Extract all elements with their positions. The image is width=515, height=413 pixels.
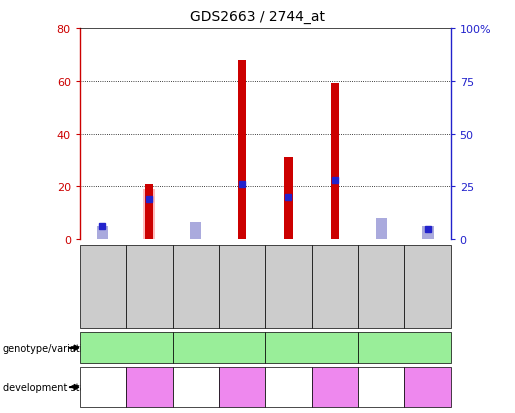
Text: meiotic
prophase: meiotic prophase — [224, 377, 260, 397]
Text: premei
osis: premei osis — [90, 377, 116, 397]
Bar — [284, 158, 293, 240]
Text: premei
osis: premei osis — [182, 377, 209, 397]
Bar — [98, 234, 107, 240]
Bar — [143, 190, 155, 240]
Text: rad50 null: rad50 null — [193, 343, 245, 353]
Bar — [375, 218, 387, 240]
Text: GSM153632: GSM153632 — [237, 260, 247, 314]
Text: meiotic
prophase: meiotic prophase — [409, 377, 445, 397]
Text: GSM153627: GSM153627 — [98, 260, 108, 314]
Text: meiotic
prophase: meiotic prophase — [131, 377, 167, 397]
Text: GSM153628: GSM153628 — [145, 260, 154, 314]
Bar — [97, 234, 108, 240]
Text: development stage: development stage — [3, 382, 97, 392]
Text: GSM153634: GSM153634 — [330, 260, 339, 314]
Text: GSM153631: GSM153631 — [191, 260, 200, 314]
Text: wild type: wild type — [102, 343, 150, 353]
Bar — [375, 229, 387, 240]
Text: genotype/variation: genotype/variation — [3, 343, 95, 353]
Bar — [97, 227, 108, 240]
Text: mre11 null: mre11 null — [376, 343, 433, 353]
Text: spo11 mutant: spo11 mutant — [275, 343, 348, 353]
Bar — [422, 229, 434, 240]
Bar — [331, 84, 339, 240]
Text: GSM153633: GSM153633 — [284, 260, 293, 314]
Text: premei
osis: premei osis — [275, 377, 302, 397]
Text: meiotic
prophase: meiotic prophase — [317, 377, 353, 397]
Bar — [422, 227, 434, 240]
Text: premei
osis: premei osis — [368, 377, 394, 397]
Text: GDS2663 / 2744_at: GDS2663 / 2744_at — [190, 10, 325, 24]
Bar — [238, 61, 246, 240]
Bar — [190, 226, 201, 240]
Bar — [424, 234, 432, 240]
Bar — [190, 223, 201, 240]
Bar — [145, 184, 153, 240]
Text: GSM153630: GSM153630 — [423, 260, 432, 314]
Text: GSM153629: GSM153629 — [376, 260, 386, 314]
